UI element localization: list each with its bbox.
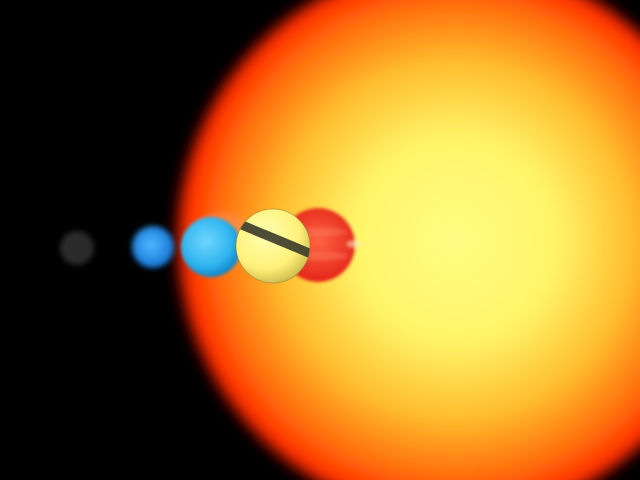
- saturn-group: [235, 208, 311, 284]
- pluto-disc: [60, 231, 94, 265]
- saturn-band: [236, 214, 310, 262]
- jupiter-ring-glint: [347, 241, 363, 247]
- uranus-disc: [181, 217, 241, 277]
- sun-disc: [170, 0, 640, 480]
- saturn-outline: [235, 208, 311, 284]
- neptune-disc: [132, 226, 174, 268]
